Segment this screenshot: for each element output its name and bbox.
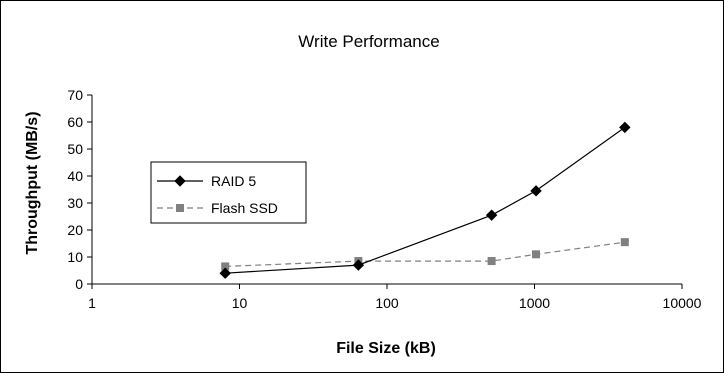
legend-marker <box>176 204 184 212</box>
series-line <box>225 241 625 267</box>
x-tick-label: 10000 <box>663 295 702 311</box>
x-tick-label: 100 <box>375 295 399 311</box>
plot-area <box>219 121 631 279</box>
legend-entry: RAID 5 <box>157 173 256 189</box>
chart-title: Write Performance <box>298 32 439 51</box>
x-tick-label: 1000 <box>519 295 550 311</box>
data-point <box>620 238 629 247</box>
data-point <box>219 267 231 279</box>
legend-label: Flash SSD <box>211 200 278 216</box>
data-point <box>619 121 631 134</box>
data-point <box>530 185 542 197</box>
y-tick-label: 50 <box>67 141 83 157</box>
series-0 <box>219 121 631 279</box>
legend-entry: Flash SSD <box>157 200 278 216</box>
legend: RAID 5 Flash SSD <box>150 161 307 224</box>
y-ticks: 0 10 20 30 40 50 60 70 <box>67 87 92 292</box>
y-tick-label: 60 <box>67 114 83 130</box>
legend-box <box>150 161 307 224</box>
series-1 <box>221 238 629 271</box>
y-tick-label: 30 <box>67 195 83 211</box>
legend-label: RAID 5 <box>211 173 256 189</box>
x-tick-label: 10 <box>232 295 248 311</box>
data-point <box>487 257 496 266</box>
data-point <box>485 209 498 221</box>
x-ticks: 1 10 100 1000 10000 <box>88 284 702 311</box>
data-point <box>352 259 365 271</box>
y-tick-label: 0 <box>75 276 83 292</box>
legend-marker <box>174 175 186 187</box>
data-point <box>532 250 541 259</box>
y-tick-label: 40 <box>67 168 83 184</box>
y-tick-label: 10 <box>67 249 83 265</box>
y-axis-label: Throughput (MB/s) <box>24 111 41 254</box>
x-tick-label: 1 <box>88 295 96 311</box>
y-tick-label: 70 <box>67 87 83 103</box>
x-axis-label: File Size (kB) <box>336 340 436 357</box>
y-tick-label: 20 <box>67 222 83 238</box>
